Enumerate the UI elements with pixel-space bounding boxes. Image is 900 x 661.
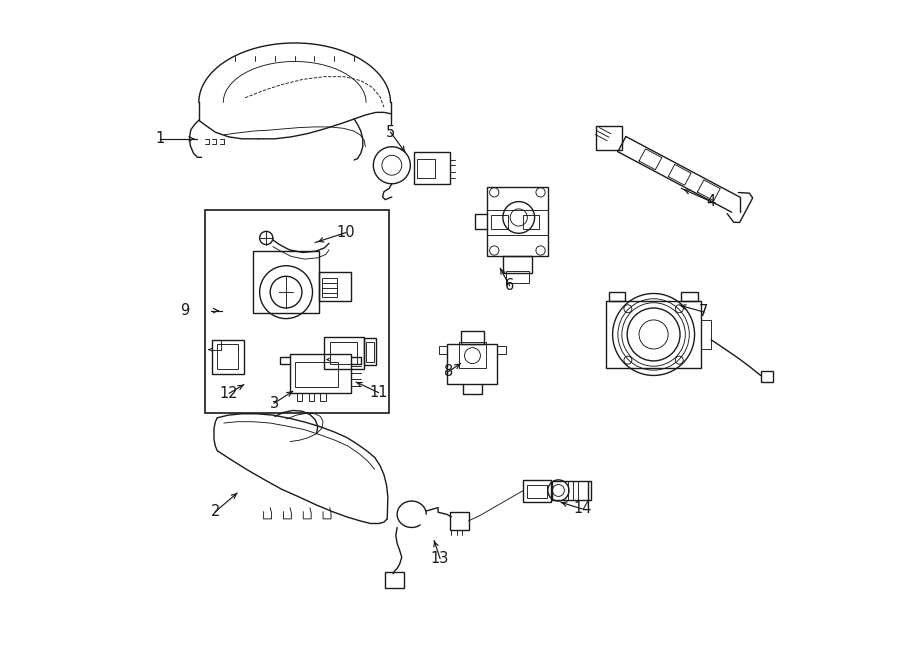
Bar <box>253 251 320 313</box>
Text: 13: 13 <box>431 551 449 566</box>
Bar <box>414 152 450 184</box>
Bar <box>217 344 239 369</box>
Text: 11: 11 <box>369 385 388 400</box>
Bar <box>552 481 588 500</box>
Text: 9: 9 <box>180 303 189 318</box>
Bar <box>524 480 551 502</box>
Bar <box>295 362 338 387</box>
Bar <box>364 338 376 365</box>
Bar <box>523 215 539 229</box>
Text: 8: 8 <box>444 364 454 379</box>
Bar <box>608 292 626 301</box>
Bar <box>290 354 351 393</box>
Bar <box>461 331 484 344</box>
Bar <box>606 301 701 368</box>
Bar <box>681 292 698 301</box>
Bar <box>329 342 357 364</box>
Text: 4: 4 <box>706 194 716 209</box>
Bar <box>506 271 529 283</box>
Bar <box>205 210 389 413</box>
Bar <box>212 340 244 374</box>
Bar <box>447 344 497 384</box>
Bar <box>491 215 508 229</box>
Bar <box>760 371 772 382</box>
Text: 5: 5 <box>386 125 395 139</box>
Text: 2: 2 <box>211 504 220 519</box>
Bar <box>596 126 622 150</box>
Bar <box>526 485 546 498</box>
Bar <box>320 272 351 301</box>
Bar <box>324 337 365 369</box>
Text: 10: 10 <box>337 225 355 240</box>
Text: 7: 7 <box>699 305 708 319</box>
Bar <box>487 186 548 256</box>
Text: 14: 14 <box>573 502 591 516</box>
Bar <box>503 256 532 272</box>
Bar <box>366 342 374 362</box>
Bar <box>212 340 221 350</box>
Text: 1: 1 <box>156 132 165 146</box>
Bar <box>450 512 469 530</box>
Text: 6: 6 <box>505 278 514 293</box>
Bar <box>322 278 337 297</box>
Bar <box>459 342 486 368</box>
Text: 12: 12 <box>220 386 238 401</box>
Bar <box>385 572 404 588</box>
Bar <box>701 320 711 349</box>
Text: 3: 3 <box>270 396 279 410</box>
Bar <box>417 159 436 178</box>
